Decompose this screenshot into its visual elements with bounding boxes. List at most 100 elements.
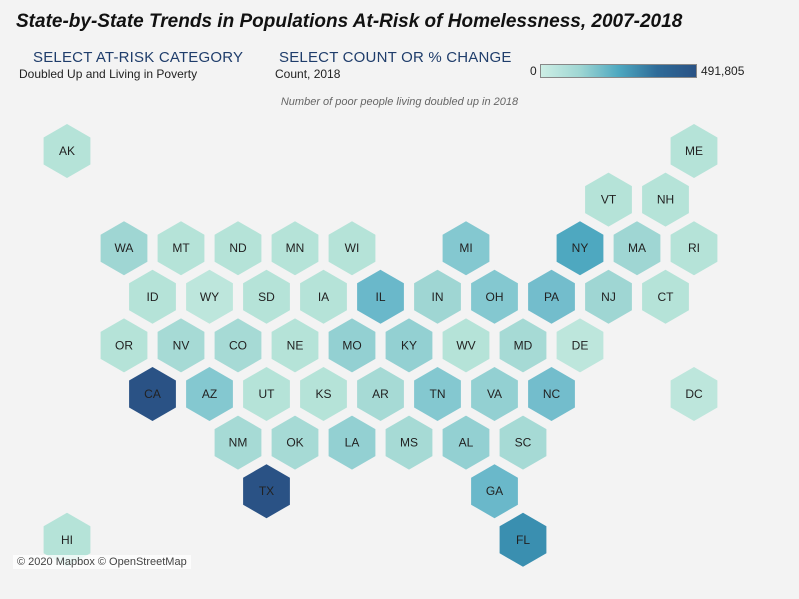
- state-hex-shape[interactable]: [442, 221, 490, 276]
- state-hex-shape[interactable]: [243, 464, 290, 519]
- state-hex-shape[interactable]: [556, 318, 604, 373]
- state-hex-in[interactable]: IN: [414, 269, 461, 324]
- state-hex-de[interactable]: DE: [556, 318, 604, 373]
- state-hex-shape[interactable]: [670, 367, 718, 421]
- state-hex-shape[interactable]: [43, 124, 91, 178]
- state-hex-md[interactable]: MD: [499, 318, 547, 373]
- state-hex-shape[interactable]: [328, 221, 376, 276]
- state-hex-wy[interactable]: WY: [186, 269, 233, 324]
- state-hex-shape[interactable]: [328, 415, 376, 470]
- state-hex-ma[interactable]: MA: [613, 221, 661, 276]
- state-hex-ak[interactable]: AK: [43, 124, 91, 178]
- state-hex-ms[interactable]: MS: [385, 415, 433, 470]
- state-hex-shape[interactable]: [300, 269, 347, 324]
- state-hex-id[interactable]: ID: [129, 269, 176, 324]
- state-hex-shape[interactable]: [157, 318, 205, 373]
- state-hex-shape[interactable]: [585, 172, 632, 227]
- state-hex-shape[interactable]: [556, 221, 604, 276]
- state-hex-nj[interactable]: NJ: [585, 269, 632, 324]
- state-hex-co[interactable]: CO: [214, 318, 262, 373]
- state-hex-mi[interactable]: MI: [442, 221, 490, 276]
- state-hex-shape[interactable]: [243, 367, 290, 421]
- state-hex-shape[interactable]: [471, 464, 518, 519]
- state-hex-nv[interactable]: NV: [157, 318, 205, 373]
- map-attribution[interactable]: © 2020 Mapbox © OpenStreetMap: [13, 555, 191, 569]
- state-hex-sd[interactable]: SD: [243, 269, 290, 324]
- state-hex-shape[interactable]: [214, 221, 262, 276]
- state-hex-wa[interactable]: WA: [100, 221, 148, 276]
- state-hex-shape[interactable]: [670, 221, 718, 276]
- state-hex-shape[interactable]: [186, 367, 233, 421]
- state-hex-shape[interactable]: [471, 269, 518, 324]
- state-hex-fl[interactable]: FL: [499, 512, 547, 567]
- state-hex-nc[interactable]: NC: [528, 367, 575, 421]
- state-hex-mn[interactable]: MN: [271, 221, 319, 276]
- state-hex-shape[interactable]: [214, 318, 262, 373]
- state-hex-nm[interactable]: NM: [214, 415, 262, 470]
- state-hex-shape[interactable]: [642, 172, 689, 227]
- state-hex-shape[interactable]: [385, 415, 433, 470]
- state-hex-shape[interactable]: [157, 221, 205, 276]
- state-hex-shape[interactable]: [528, 269, 575, 324]
- state-hex-shape[interactable]: [357, 367, 404, 421]
- state-hex-shape[interactable]: [471, 367, 518, 421]
- state-hex-shape[interactable]: [613, 221, 661, 276]
- category-selector-heading[interactable]: SELECT AT-RISK CATEGORY: [33, 49, 244, 66]
- state-hex-shape[interactable]: [328, 318, 376, 373]
- state-hex-tn[interactable]: TN: [414, 367, 461, 421]
- state-hex-ny[interactable]: NY: [556, 221, 604, 276]
- state-hex-shape[interactable]: [414, 269, 461, 324]
- state-hex-shape[interactable]: [442, 318, 490, 373]
- measure-selector-heading[interactable]: SELECT COUNT OR % CHANGE: [279, 49, 512, 66]
- state-hex-shape[interactable]: [271, 221, 319, 276]
- state-hex-shape[interactable]: [585, 269, 632, 324]
- state-hex-ia[interactable]: IA: [300, 269, 347, 324]
- state-hex-az[interactable]: AZ: [186, 367, 233, 421]
- state-hex-al[interactable]: AL: [442, 415, 490, 470]
- state-hex-shape[interactable]: [385, 318, 433, 373]
- state-hex-me[interactable]: ME: [670, 124, 718, 178]
- state-hex-shape[interactable]: [271, 415, 319, 470]
- state-hex-pa[interactable]: PA: [528, 269, 575, 324]
- state-hex-ne[interactable]: NE: [271, 318, 319, 373]
- state-hex-nh[interactable]: NH: [642, 172, 689, 227]
- state-hex-shape[interactable]: [499, 512, 547, 567]
- state-hex-ct[interactable]: CT: [642, 269, 689, 324]
- state-hex-shape[interactable]: [499, 415, 547, 470]
- state-hex-oh[interactable]: OH: [471, 269, 518, 324]
- state-hex-shape[interactable]: [528, 367, 575, 421]
- state-hex-ar[interactable]: AR: [357, 367, 404, 421]
- state-hex-nd[interactable]: ND: [214, 221, 262, 276]
- state-hex-sc[interactable]: SC: [499, 415, 547, 470]
- measure-selector-value[interactable]: Count, 2018: [275, 67, 341, 81]
- state-hex-shape[interactable]: [271, 318, 319, 373]
- state-hex-shape[interactable]: [499, 318, 547, 373]
- state-hex-or[interactable]: OR: [100, 318, 148, 373]
- state-hex-shape[interactable]: [214, 415, 262, 470]
- state-hex-wi[interactable]: WI: [328, 221, 376, 276]
- state-hex-ks[interactable]: KS: [300, 367, 347, 421]
- state-hex-tx[interactable]: TX: [243, 464, 290, 519]
- state-hex-shape[interactable]: [414, 367, 461, 421]
- state-hex-mo[interactable]: MO: [328, 318, 376, 373]
- state-hex-ca[interactable]: CA: [129, 367, 176, 421]
- state-hex-shape[interactable]: [670, 124, 718, 178]
- state-hex-vt[interactable]: VT: [585, 172, 632, 227]
- state-hex-ri[interactable]: RI: [670, 221, 718, 276]
- state-hex-mt[interactable]: MT: [157, 221, 205, 276]
- state-hex-shape[interactable]: [442, 415, 490, 470]
- category-selector-value[interactable]: Doubled Up and Living in Poverty: [19, 67, 198, 81]
- state-hex-va[interactable]: VA: [471, 367, 518, 421]
- state-hex-dc[interactable]: DC: [670, 367, 718, 421]
- state-hex-shape[interactable]: [43, 512, 91, 567]
- state-hex-la[interactable]: LA: [328, 415, 376, 470]
- state-hex-shape[interactable]: [100, 221, 148, 276]
- state-hex-il[interactable]: IL: [357, 269, 404, 324]
- state-hex-ky[interactable]: KY: [385, 318, 433, 373]
- state-hex-shape[interactable]: [642, 269, 689, 324]
- state-hex-ok[interactable]: OK: [271, 415, 319, 470]
- state-hex-ga[interactable]: GA: [471, 464, 518, 519]
- state-hex-shape[interactable]: [129, 367, 176, 421]
- state-hex-shape[interactable]: [186, 269, 233, 324]
- state-hex-shape[interactable]: [100, 318, 148, 373]
